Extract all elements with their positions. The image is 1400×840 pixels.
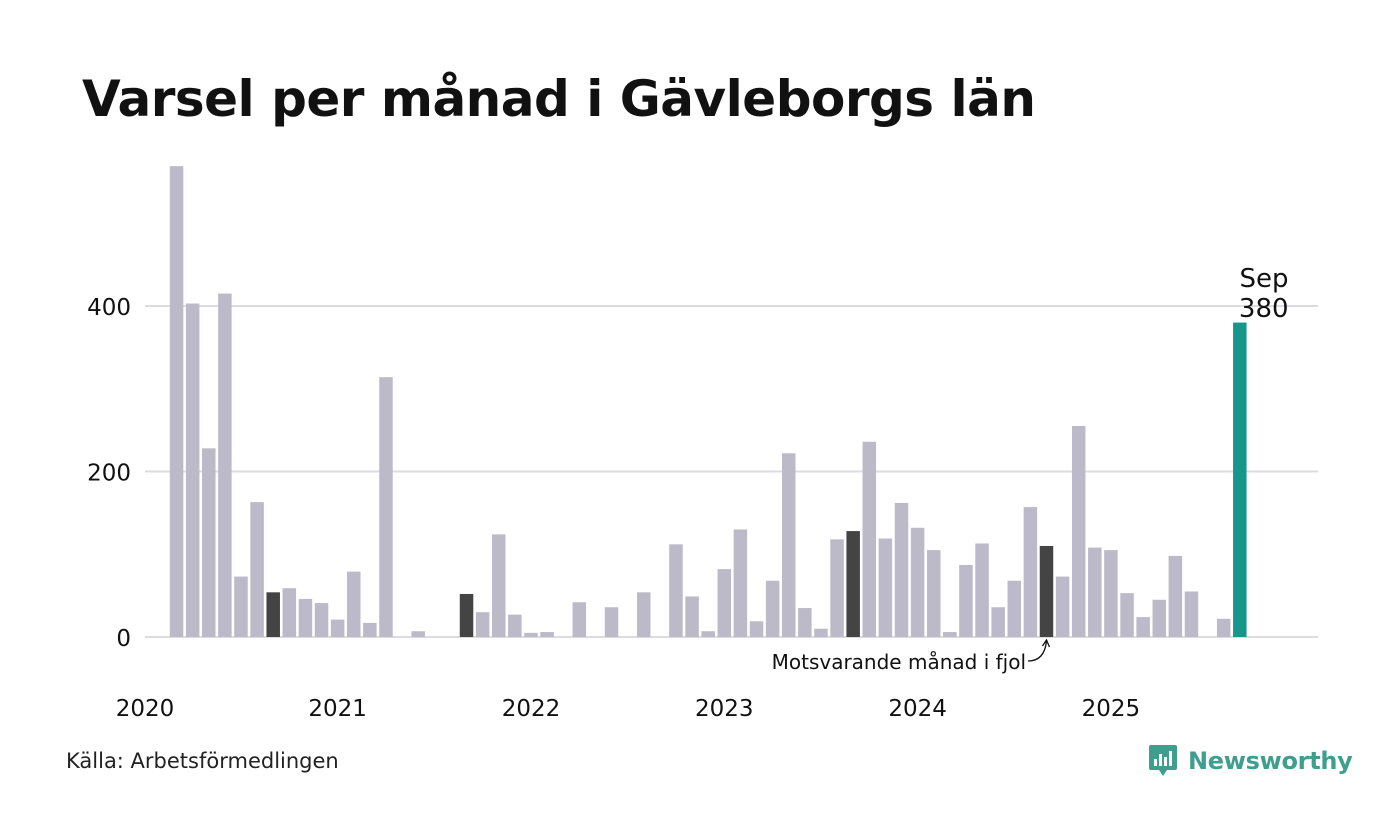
bar-comparison-month xyxy=(266,592,280,637)
bar xyxy=(1184,591,1199,637)
bar-comparison-month xyxy=(846,531,860,637)
newsworthy-logo-icon xyxy=(1149,745,1177,776)
bar xyxy=(363,622,377,637)
bar xyxy=(604,607,619,637)
bar xyxy=(347,571,361,637)
bars xyxy=(169,166,1247,637)
bar xyxy=(798,608,812,637)
bar xyxy=(1152,599,1167,637)
y-axis: 0 200 400 xyxy=(87,295,131,652)
annotation-arrow xyxy=(1027,640,1048,662)
bar xyxy=(1120,593,1134,637)
bar xyxy=(508,614,522,637)
bar xyxy=(169,166,184,637)
bar xyxy=(943,632,957,637)
x-tick-label: 2024 xyxy=(888,696,947,722)
bar xyxy=(1104,550,1118,637)
bar-comparison-month xyxy=(459,593,474,637)
bar xyxy=(781,453,796,637)
bar-current-month xyxy=(1233,322,1247,637)
bar xyxy=(926,550,941,637)
annotation-text: Motsvarande månad i fjol xyxy=(772,650,1026,674)
bar xyxy=(1055,576,1070,637)
source-note: Källa: Arbetsförmedlingen xyxy=(66,749,339,773)
highlight-value-label: 380 xyxy=(1239,294,1289,324)
bar xyxy=(894,502,909,637)
bar xyxy=(379,377,393,637)
bar xyxy=(1071,425,1086,637)
bar xyxy=(202,448,216,637)
y-tick-label: 0 xyxy=(116,626,131,652)
bar xyxy=(701,631,715,637)
bar xyxy=(765,580,780,637)
bar xyxy=(282,588,297,637)
bar xyxy=(314,603,329,637)
bar xyxy=(669,544,683,637)
bar xyxy=(685,596,699,637)
bar xyxy=(1007,580,1022,637)
bar xyxy=(1023,507,1038,637)
bar xyxy=(411,631,425,637)
x-tick-label: 2020 xyxy=(116,696,175,722)
bar xyxy=(814,628,828,637)
bar xyxy=(959,565,973,637)
bar xyxy=(910,527,925,637)
chart-title: Varsel per månad i Gävleborgs län xyxy=(82,70,1036,128)
brand-logo: Newsworthy xyxy=(1148,744,1353,778)
bar xyxy=(1088,547,1102,637)
bar xyxy=(1136,617,1150,637)
x-tick-label: 2021 xyxy=(308,696,367,722)
x-tick-label: 2023 xyxy=(695,696,754,722)
bar xyxy=(1216,618,1231,637)
bar xyxy=(975,543,989,637)
bar-comparison-month xyxy=(1039,545,1054,637)
x-tick-label: 2022 xyxy=(502,696,561,722)
x-axis: 2020 2021 2022 2023 2024 2025 xyxy=(116,696,1140,722)
bar xyxy=(298,598,313,637)
grid-lines xyxy=(145,305,1318,638)
bar xyxy=(524,632,538,637)
bar xyxy=(830,539,844,637)
bar xyxy=(250,502,264,637)
y-tick-label: 400 xyxy=(87,295,131,321)
bar xyxy=(572,602,587,637)
bar xyxy=(717,569,732,637)
bar xyxy=(540,632,554,637)
bar xyxy=(878,538,893,637)
highlight-month-label: Sep xyxy=(1240,264,1289,294)
bar xyxy=(749,621,764,637)
bar xyxy=(636,592,651,637)
bar xyxy=(1168,555,1183,637)
bar xyxy=(733,529,748,637)
bar xyxy=(218,293,232,637)
bar xyxy=(492,534,506,637)
x-tick-label: 2025 xyxy=(1082,696,1141,722)
bar xyxy=(234,576,248,637)
annotation-arrowhead xyxy=(1041,638,1051,648)
bar xyxy=(991,607,1005,637)
bar xyxy=(330,619,345,637)
brand-name: Newsworthy xyxy=(1188,747,1353,775)
y-tick-label: 200 xyxy=(87,461,131,487)
bar xyxy=(475,612,490,637)
bar xyxy=(185,303,200,637)
bar xyxy=(862,441,877,637)
